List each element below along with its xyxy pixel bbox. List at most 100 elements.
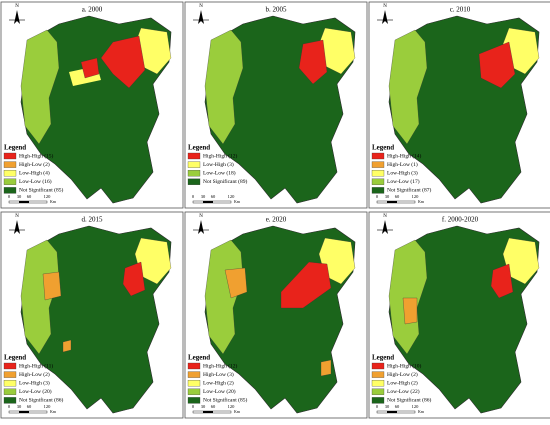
high-low-cluster [320, 359, 332, 377]
north-arrow [14, 220, 20, 234]
legend-title: Legend [188, 354, 210, 362]
legend-swatch [187, 152, 201, 160]
scale-label: 30 [201, 404, 206, 409]
scale-bar [19, 411, 29, 413]
high-low-cluster [62, 339, 72, 353]
panel-title: f. 2000-2020 [442, 216, 479, 224]
legend-swatch [371, 380, 385, 387]
scale-label: 60 [211, 194, 216, 199]
legend-label: Low-Low (18) [203, 169, 236, 176]
low-low-cluster [388, 239, 428, 355]
scale-unit: Km [418, 409, 425, 414]
legend-label: Not Significant (85) [19, 187, 63, 194]
north-label: N [199, 214, 203, 219]
scale-bar [387, 411, 397, 413]
legend-swatch [371, 178, 385, 185]
legend-swatch [3, 152, 17, 160]
low-high-cluster [502, 237, 540, 285]
legend-swatch [3, 371, 17, 378]
scale-label: 0 [192, 194, 195, 199]
scale-label: 0 [8, 404, 11, 409]
legend-swatch [371, 152, 385, 160]
scale-label: 60 [27, 194, 32, 199]
scale-label: 0 [8, 194, 11, 199]
legend-label: Not Significant (86) [19, 397, 63, 404]
north-arrow [382, 220, 388, 234]
panel-title: c. 2010 [450, 6, 471, 14]
legend-label: Low-Low (16) [19, 178, 52, 185]
north-label: N [383, 214, 387, 219]
legend-label: High-High (12) [203, 152, 238, 159]
legend-label: High-Low (2) [19, 161, 50, 168]
scale-label: 60 [395, 194, 400, 199]
legend-label: High-High (11) [19, 362, 53, 369]
low-low-cluster [388, 29, 428, 145]
high-high-cluster [100, 35, 146, 89]
legend-swatch [3, 178, 17, 185]
legend-swatch [371, 362, 385, 370]
legend-label: Low-High (3) [203, 161, 234, 168]
legend-title: Legend [4, 354, 26, 362]
scale-bar [19, 201, 29, 203]
legend-swatch [187, 362, 201, 370]
scale-label: 30 [201, 194, 206, 199]
scale-label: 0 [192, 404, 195, 409]
legend-swatch [3, 380, 17, 387]
legend-label: High-High (10) [387, 362, 422, 369]
north-label: N [15, 214, 19, 219]
legend-label: High-Low (1) [387, 161, 418, 168]
legend-swatch [3, 362, 17, 370]
high-low-cluster [42, 271, 62, 301]
legend-label: High-High (15) [19, 152, 54, 159]
legend-swatch [371, 187, 385, 194]
legend-swatch [371, 388, 385, 395]
legend-label: Low-High (4) [19, 169, 50, 176]
legend-label: Low-High (2) [387, 379, 418, 386]
legend-label: Low-Low (17) [387, 178, 420, 185]
legend-title: Legend [4, 144, 26, 152]
legend-title: Legend [188, 144, 210, 152]
high-high-cluster [280, 261, 332, 309]
legend-label: High-High (14) [387, 152, 422, 159]
legend-swatch [3, 187, 17, 194]
scale-label: 30 [385, 404, 390, 409]
legend-swatch [3, 388, 17, 395]
legend-label: Low-Low (22) [387, 388, 420, 395]
legend-label: Not Significant (87) [387, 187, 431, 194]
north-arrow [382, 10, 388, 24]
scale-label: 120 [228, 404, 236, 409]
north-arrow [198, 10, 204, 24]
scale-bar [387, 201, 397, 203]
legend-swatch [187, 178, 201, 185]
high-high-cluster [80, 57, 100, 79]
north-label: N [15, 4, 19, 9]
low-low-cluster [204, 239, 244, 355]
low-low-cluster [20, 29, 60, 145]
legend-swatch [3, 397, 17, 404]
scale-label: 30 [17, 404, 22, 409]
legend-label: High-High (12) [203, 362, 238, 369]
legend-swatch [371, 397, 385, 404]
legend-swatch [187, 371, 201, 378]
north-arrow [14, 10, 20, 24]
legend-label: Low-Low (20) [19, 388, 52, 395]
scale-label: 0 [376, 404, 379, 409]
scale-unit: Km [50, 409, 57, 414]
scale-bar [203, 411, 213, 413]
panel-title: a. 2000 [82, 6, 103, 14]
scale-label: 60 [395, 404, 400, 409]
scale-label: 120 [412, 194, 420, 199]
legend-title: Legend [372, 354, 394, 362]
scale-unit: Km [418, 199, 425, 204]
legend-swatch [187, 170, 201, 177]
scale-label: 120 [44, 194, 52, 199]
legend-swatch [371, 161, 385, 168]
legend-label: Not Significant (85) [203, 397, 247, 404]
legend-title: Legend [372, 144, 394, 152]
scale-label: 120 [228, 194, 236, 199]
panel-title: d. 2015 [82, 216, 104, 224]
